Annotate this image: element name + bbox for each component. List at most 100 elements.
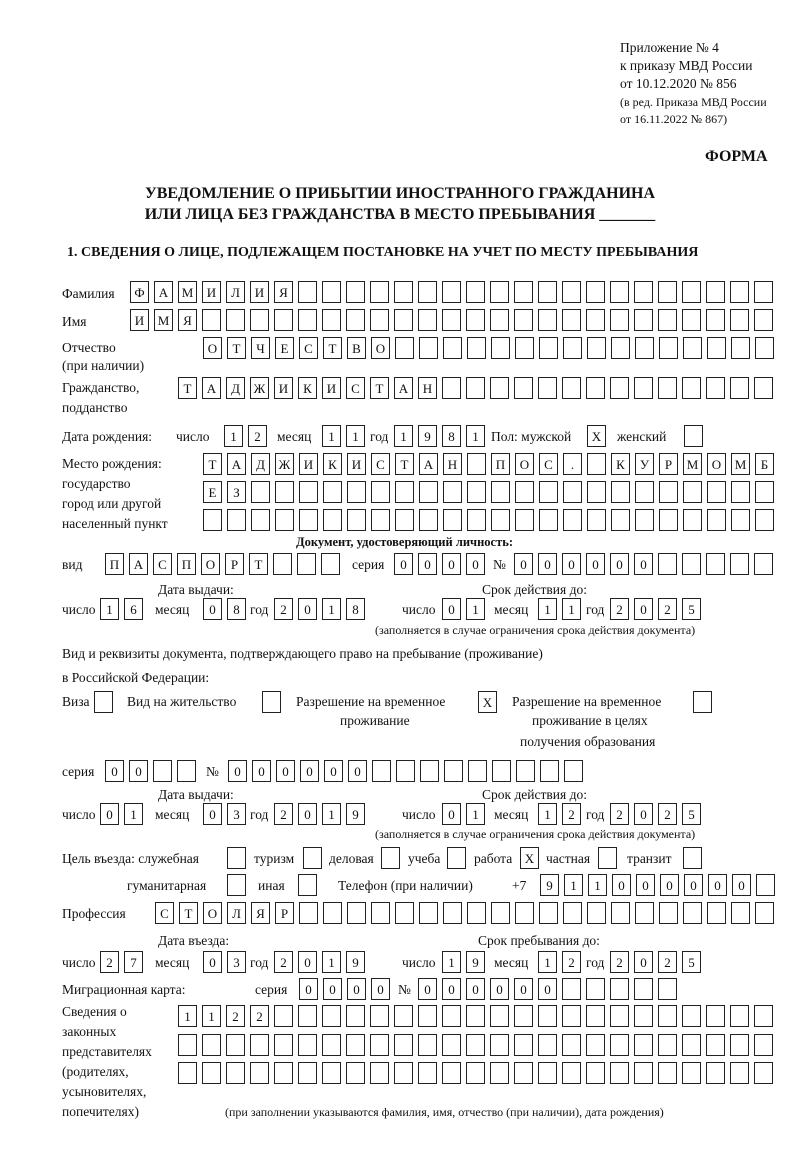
char-cell[interactable]: 0 <box>514 978 533 1000</box>
char-cell[interactable] <box>395 902 414 924</box>
char-cell[interactable]: Д <box>226 377 245 399</box>
char-cell[interactable] <box>682 377 701 399</box>
char-cell[interactable] <box>346 309 365 331</box>
char-cell[interactable]: С <box>155 902 174 924</box>
char-cell[interactable]: С <box>346 377 365 399</box>
char-cell[interactable] <box>563 902 582 924</box>
char-cell[interactable]: 0 <box>418 978 437 1000</box>
char-cell[interactable] <box>682 1034 701 1056</box>
char-cell[interactable] <box>562 377 581 399</box>
char-cell[interactable] <box>273 553 292 575</box>
char-cell[interactable] <box>682 1062 701 1084</box>
char-cell[interactable] <box>443 481 462 503</box>
char-cell[interactable] <box>490 377 509 399</box>
char-cell[interactable] <box>322 1034 341 1056</box>
char-cell[interactable] <box>299 509 318 531</box>
char-cell[interactable] <box>322 309 341 331</box>
purpose-transit-checkbox[interactable] <box>683 847 702 869</box>
char-cell[interactable] <box>323 481 342 503</box>
char-cell[interactable]: М <box>683 453 702 475</box>
char-cell[interactable]: Е <box>275 337 294 359</box>
char-cell[interactable] <box>731 337 750 359</box>
char-cell[interactable] <box>587 337 606 359</box>
char-cell[interactable]: 0 <box>538 978 557 1000</box>
char-cell[interactable] <box>468 760 487 782</box>
char-cell[interactable]: 1 <box>178 1005 197 1027</box>
char-cell[interactable] <box>598 847 617 869</box>
char-cell[interactable] <box>466 309 485 331</box>
char-cell[interactable] <box>730 1005 749 1027</box>
char-cell[interactable] <box>707 902 726 924</box>
char-cell[interactable]: Д <box>251 453 270 475</box>
char-cell[interactable] <box>754 281 773 303</box>
char-cell[interactable] <box>347 509 366 531</box>
char-cell[interactable]: О <box>201 553 220 575</box>
male-checkbox[interactable]: X <box>587 425 606 447</box>
char-cell[interactable]: А <box>227 453 246 475</box>
char-cell[interactable] <box>538 281 557 303</box>
purpose-work-checkbox[interactable]: X <box>520 847 539 869</box>
char-cell[interactable] <box>371 509 390 531</box>
char-cell[interactable] <box>693 691 712 713</box>
char-cell[interactable] <box>539 902 558 924</box>
char-cell[interactable] <box>491 509 510 531</box>
char-cell[interactable]: С <box>539 453 558 475</box>
char-cell[interactable]: И <box>202 281 221 303</box>
char-cell[interactable] <box>466 1005 485 1027</box>
char-cell[interactable] <box>659 902 678 924</box>
char-cell[interactable] <box>275 481 294 503</box>
char-cell[interactable] <box>587 902 606 924</box>
char-cell[interactable]: 0 <box>100 803 119 825</box>
char-cell[interactable] <box>202 309 221 331</box>
char-cell[interactable]: 9 <box>540 874 559 896</box>
char-cell[interactable] <box>658 309 677 331</box>
char-cell[interactable] <box>730 309 749 331</box>
char-cell[interactable]: 0 <box>466 553 485 575</box>
char-cell[interactable] <box>682 553 701 575</box>
char-cell[interactable]: 5 <box>682 598 701 620</box>
char-cell[interactable] <box>371 481 390 503</box>
char-cell[interactable] <box>754 1062 773 1084</box>
char-cell[interactable]: 0 <box>300 760 319 782</box>
char-cell[interactable] <box>514 1034 533 1056</box>
char-cell[interactable] <box>755 337 774 359</box>
char-cell[interactable] <box>730 377 749 399</box>
char-cell[interactable]: Р <box>275 902 294 924</box>
char-cell[interactable]: 2 <box>226 1005 245 1027</box>
char-cell[interactable] <box>658 553 677 575</box>
char-cell[interactable] <box>586 281 605 303</box>
char-cell[interactable] <box>467 481 486 503</box>
char-cell[interactable] <box>203 509 222 531</box>
char-cell[interactable] <box>298 1005 317 1027</box>
char-cell[interactable] <box>347 902 366 924</box>
purpose-official-checkbox[interactable] <box>227 847 246 869</box>
char-cell[interactable] <box>153 760 172 782</box>
char-cell[interactable]: 0 <box>442 978 461 1000</box>
char-cell[interactable]: 1 <box>564 874 583 896</box>
char-cell[interactable] <box>370 281 389 303</box>
char-cell[interactable] <box>370 1062 389 1084</box>
char-cell[interactable] <box>658 1005 677 1027</box>
char-cell[interactable]: X <box>587 425 606 447</box>
char-cell[interactable]: И <box>130 309 149 331</box>
char-cell[interactable] <box>372 760 391 782</box>
char-cell[interactable] <box>731 902 750 924</box>
char-cell[interactable]: А <box>154 281 173 303</box>
char-cell[interactable]: 0 <box>514 553 533 575</box>
char-cell[interactable]: 1 <box>466 598 485 620</box>
char-cell[interactable]: Ж <box>275 453 294 475</box>
char-cell[interactable] <box>467 509 486 531</box>
char-cell[interactable]: 2 <box>658 951 677 973</box>
char-cell[interactable] <box>706 309 725 331</box>
char-cell[interactable]: 2 <box>248 425 267 447</box>
char-cell[interactable]: 2 <box>562 951 581 973</box>
purpose-other-checkbox[interactable] <box>298 874 317 896</box>
